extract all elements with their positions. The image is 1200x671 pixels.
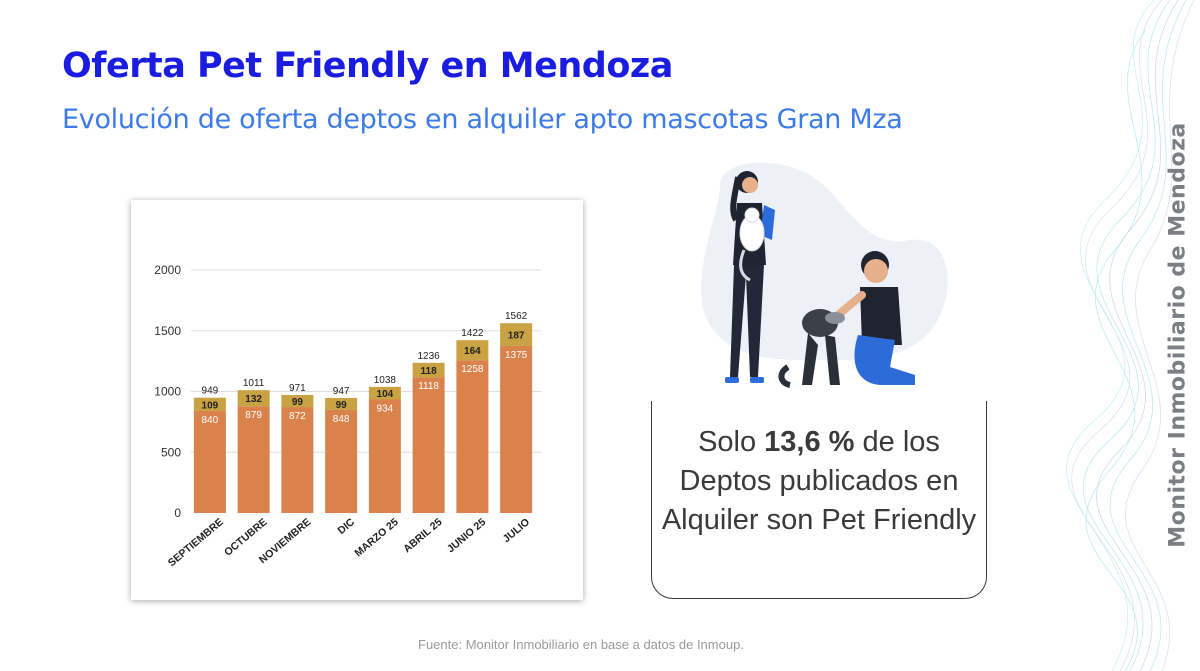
bar-value-label: 99 — [292, 397, 304, 408]
bar-segment-base — [500, 345, 533, 513]
x-category-label: JUNIO 25 — [445, 516, 489, 555]
bar-value-label: 872 — [289, 411, 306, 422]
x-category-label: JULIO — [501, 516, 532, 545]
bar-value-label: 848 — [333, 414, 350, 425]
x-category-label: DIC — [335, 516, 357, 537]
bar-total-label: 1236 — [418, 351, 441, 362]
bar-total-label: 947 — [333, 386, 350, 397]
vertical-brand-label: Monitor Inmobiliario de Mendoza — [1165, 122, 1191, 548]
chart-card: 0 500 1000 1500 2000 840 109 949 SEPTIEMBRE 879 13… — [131, 200, 583, 600]
bar-total-label: 1562 — [505, 311, 528, 322]
stacked-bar-chart: 0 500 1000 1500 2000 840 109 949 SEPTIEMBRE 879 13… — [154, 263, 541, 569]
bar-segment-top — [368, 386, 401, 400]
bar-segment-top — [500, 323, 533, 346]
y-tick-label: 0 — [174, 506, 181, 520]
bar-segment-top — [456, 340, 489, 361]
bar-value-label: 879 — [245, 410, 262, 421]
bar-value-label: 840 — [202, 415, 219, 426]
y-tick-label: 500 — [161, 445, 181, 459]
bar-total-label: 1038 — [374, 375, 397, 386]
bar-segment-base — [412, 377, 445, 513]
bar-value-label: 187 — [508, 331, 525, 342]
x-category-label: ABRIL 25 — [401, 516, 444, 555]
page-subtitle: Evolución de oferta deptos en alquiler a… — [62, 104, 903, 135]
bar-segment-base — [193, 410, 226, 513]
bar-value-label: 1118 — [418, 381, 439, 392]
bar-segment-top — [237, 390, 270, 407]
bar-segment-top — [325, 397, 358, 410]
x-category-label: MARZO 25 — [352, 516, 401, 559]
bar-segment-base — [456, 360, 489, 513]
bar-value-label: 99 — [336, 400, 348, 411]
bar-value-label: 1375 — [505, 350, 528, 361]
bar-value-label: 109 — [202, 400, 219, 411]
bar-total-label: 1422 — [461, 328, 484, 339]
y-tick-label: 1000 — [154, 385, 181, 399]
bar-total-label: 971 — [289, 383, 306, 394]
decorative-wave-art — [1066, 0, 1195, 671]
x-category-label: SEPTIEMBRE — [166, 516, 226, 569]
bar-segment-base — [281, 407, 314, 513]
callout-text: Solo 13,6 % de los Deptos publicados en … — [652, 423, 986, 540]
y-tick-label: 2000 — [154, 263, 181, 277]
highlight-callout: Solo 13,6 % de los Deptos publicados en … — [651, 401, 987, 599]
bar-total-label: 949 — [202, 386, 219, 397]
bar-value-label: 104 — [377, 389, 394, 400]
y-tick-label: 1500 — [154, 324, 181, 338]
callout-percent: 13,6 % — [764, 426, 855, 458]
bar-value-label: 118 — [421, 366, 438, 377]
callout-text-pre: Solo — [698, 426, 765, 458]
bar-segment-top — [412, 362, 445, 378]
bar-value-label: 934 — [377, 404, 394, 415]
source-note: Fuente: Monitor Inmobiliario en base a d… — [418, 637, 744, 652]
bar-value-label: 1258 — [461, 364, 484, 375]
bar-segment-top — [281, 395, 314, 408]
pet-owners-illustration — [700, 162, 948, 388]
bar-value-label: 132 — [245, 394, 262, 405]
page-title: Oferta Pet Friendly en Mendoza — [62, 46, 673, 86]
bar-segment-top — [193, 397, 226, 411]
bar-segment-base — [237, 406, 270, 513]
bar-value-label: 164 — [464, 346, 481, 357]
callout-text-post: de los Deptos publicados en Alquiler son… — [661, 426, 977, 536]
bar-segment-base — [368, 399, 401, 513]
bar-total-label: 1011 — [243, 378, 265, 389]
bar-segment-base — [325, 409, 358, 513]
